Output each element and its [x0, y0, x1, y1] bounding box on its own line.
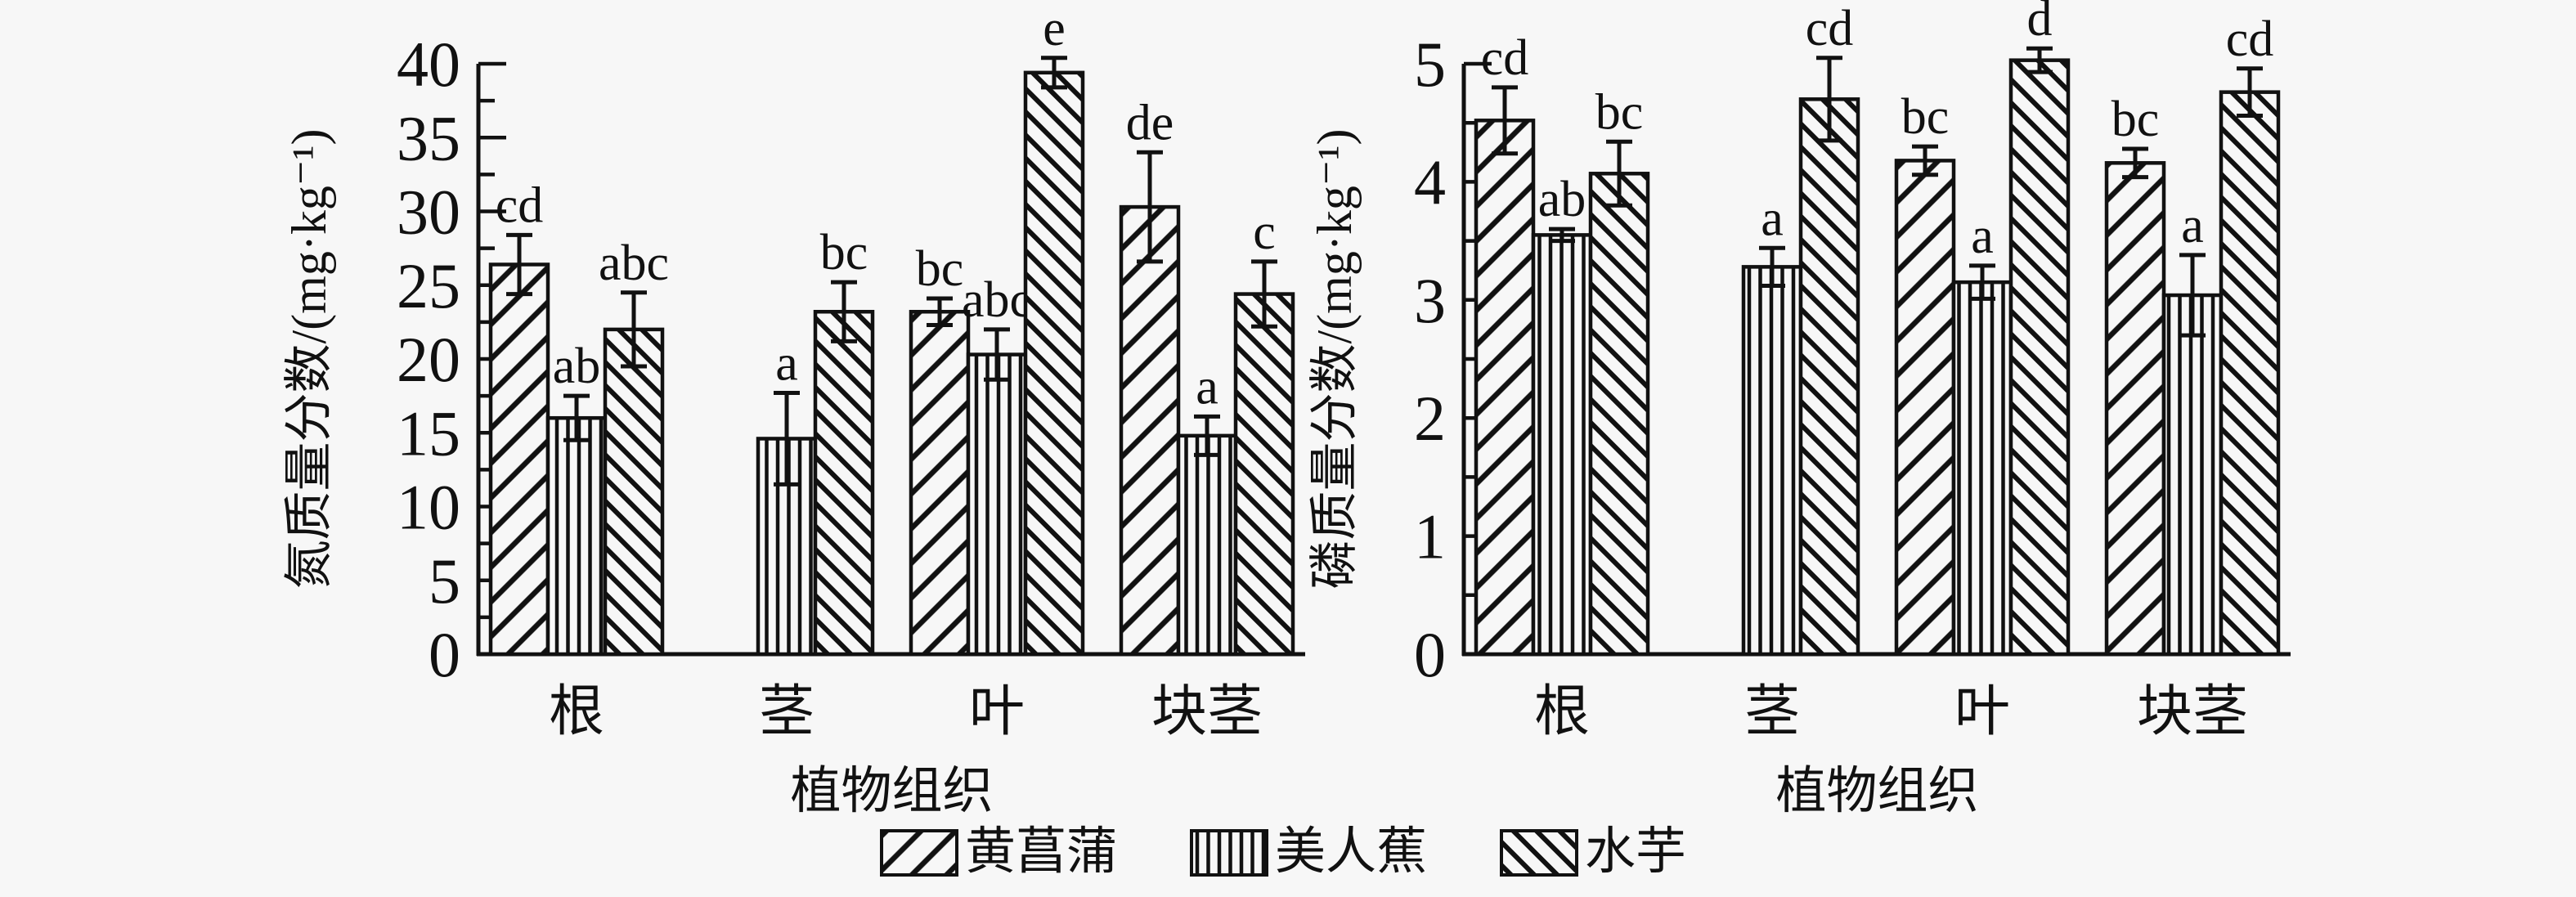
- legend-label: 美人蕉: [1275, 824, 1427, 880]
- significance-letter: de: [1126, 95, 1174, 150]
- significance-letter: abc: [962, 272, 1032, 328]
- y-tick-label: 40: [397, 29, 460, 100]
- legend-swatch-diagonal-down: [1500, 829, 1578, 877]
- significance-letter: a: [1971, 209, 1994, 264]
- significance-letter: bc: [820, 225, 868, 280]
- bar-s2-g2: [2008, 58, 2071, 657]
- legend-label: 黄菖蒲: [965, 824, 1117, 880]
- bar-s1-g0: [545, 415, 608, 657]
- x-axis-title: 植物组织: [790, 764, 993, 819]
- bar-s2-g0: [603, 327, 665, 657]
- bar-s1-g3: [2161, 293, 2224, 657]
- bar-s2-g2: [1023, 70, 1085, 657]
- x-category-label: 块茎: [2137, 680, 2248, 742]
- x-category-label: 茎: [1744, 680, 1800, 742]
- legend-swatch-vertical: [1190, 829, 1268, 877]
- legend: 黄菖蒲 美人蕉 水芋: [880, 824, 1686, 880]
- bar-s0-g0: [488, 262, 550, 657]
- x-category-label: 叶: [969, 680, 1025, 742]
- bar-s2-g1: [813, 309, 875, 657]
- bar-s1-g2: [1951, 280, 2013, 657]
- significance-letter: a: [775, 336, 798, 392]
- bar-s1-g0: [1531, 233, 1593, 657]
- significance-letter: bc: [916, 241, 964, 297]
- significance-letter: e: [1043, 1, 1066, 56]
- y-tick-label: 25: [397, 250, 460, 321]
- significance-letter: a: [1196, 359, 1218, 415]
- y-tick-label: 0: [1414, 619, 1446, 690]
- y-tick-label: 30: [397, 177, 460, 248]
- y-tick-label: 0: [429, 619, 460, 690]
- bar-s1-g1: [1741, 265, 1803, 657]
- significance-letter: bc: [1595, 84, 1644, 140]
- bar-s2-g3: [2219, 90, 2281, 657]
- y-tick-label: 35: [397, 102, 460, 173]
- y-axis-title: 磷质量分数/(mg·kg⁻¹): [1308, 129, 1362, 590]
- significance-letter: cd: [1481, 30, 1529, 86]
- chart-0: 0510152025303540cdbcdeab aabcaabc bcec根茎叶块…: [282, 1, 1305, 819]
- y-tick-label: 2: [1414, 383, 1446, 454]
- significance-letter: ab: [1538, 172, 1586, 227]
- significance-letter: bc: [2112, 92, 2160, 147]
- chart-1: 012345 cdbc bcab a a abccd d cd根茎叶块茎植物组织磷质量分数/(…: [1308, 0, 2291, 819]
- bar-s0-g3: [1119, 204, 1181, 657]
- x-category-label: 叶: [1954, 680, 2010, 742]
- significance-letter: cd: [496, 177, 544, 233]
- y-tick-label: 3: [1414, 265, 1446, 336]
- y-tick-label: 10: [397, 472, 460, 543]
- bar-s2-g1: [1798, 97, 1860, 657]
- bar-s0-g3: [2104, 161, 2166, 657]
- y-tick-label: 1: [1414, 501, 1446, 572]
- bar-s0-g2: [1894, 159, 1956, 657]
- y-tick-label: 4: [1414, 146, 1446, 218]
- y-tick-label: 20: [397, 324, 460, 395]
- significance-letter: a: [2181, 198, 2204, 253]
- significance-letter: a: [1761, 191, 1784, 246]
- x-category-label: 根: [1534, 680, 1590, 742]
- bar-s2-g3: [1233, 292, 1295, 657]
- x-category-label: 茎: [759, 680, 815, 742]
- bar-s2-g0: [1588, 172, 1650, 657]
- significance-letter: cd: [2226, 11, 2274, 67]
- y-tick-label: 5: [1414, 29, 1446, 100]
- significance-letter: ab: [553, 339, 601, 394]
- significance-letter: d: [2027, 0, 2053, 47]
- x-axis-title: 植物组织: [1775, 764, 1978, 819]
- bar-s1-g3: [1176, 433, 1238, 657]
- significance-letter: cd: [1806, 1, 1854, 56]
- significance-letter: bc: [1901, 89, 1950, 145]
- y-tick-label: 15: [397, 397, 460, 469]
- bar-s1-g2: [966, 352, 1028, 657]
- charts-root: 0510152025303540cdbcdeab aabcaabc bcec根茎叶块…: [282, 0, 2291, 880]
- y-axis-title: 氮质量分数/(mg·kg⁻¹): [282, 129, 336, 590]
- x-category-label: 根: [549, 680, 604, 742]
- legend-swatch-diagonal-up: [880, 829, 958, 877]
- bar-s0-g0: [1474, 119, 1536, 657]
- bar-s0-g2: [909, 309, 971, 657]
- x-category-label: 块茎: [1151, 680, 1263, 742]
- y-tick-label: 5: [429, 545, 460, 617]
- legend-label: 水芋: [1585, 824, 1686, 880]
- significance-letter: c: [1253, 204, 1276, 260]
- significance-letter: abc: [599, 235, 669, 291]
